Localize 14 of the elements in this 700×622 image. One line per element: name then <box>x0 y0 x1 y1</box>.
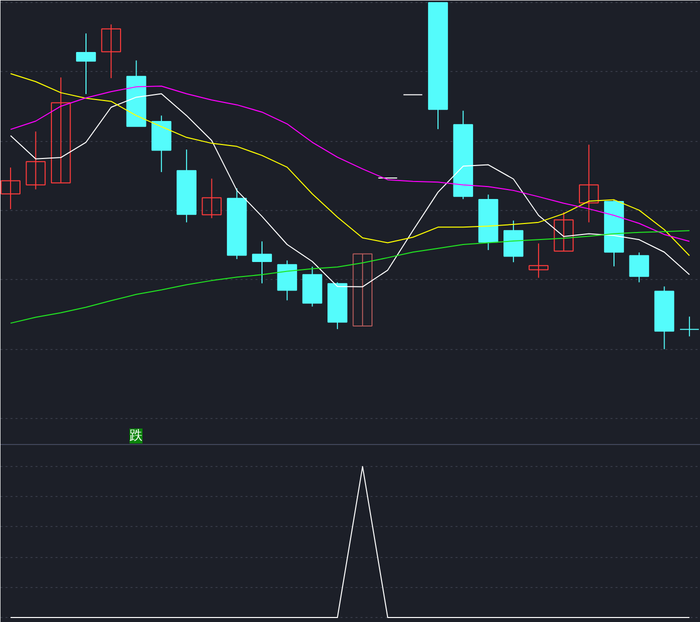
candlestick <box>101 24 122 79</box>
candlestick <box>252 240 272 284</box>
candlestick <box>50 76 71 184</box>
candlestick <box>76 32 96 95</box>
text: 跌 <box>130 428 142 444</box>
candlestick <box>0 167 20 210</box>
candlestick <box>352 253 372 326</box>
candlestick <box>26 131 46 190</box>
candlestick <box>554 212 574 252</box>
candlestick <box>202 178 222 219</box>
candlestick <box>578 144 599 223</box>
candlestick <box>680 316 700 337</box>
candlestick <box>528 242 549 278</box>
candlestick <box>629 252 650 283</box>
